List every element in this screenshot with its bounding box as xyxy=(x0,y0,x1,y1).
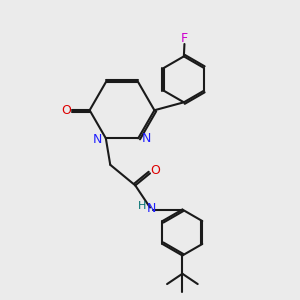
Text: O: O xyxy=(150,164,160,177)
Text: N: N xyxy=(93,133,103,146)
Text: H: H xyxy=(138,201,146,211)
Text: N: N xyxy=(147,202,156,215)
Text: N: N xyxy=(142,132,151,145)
Text: F: F xyxy=(181,32,188,45)
Text: O: O xyxy=(61,104,71,117)
